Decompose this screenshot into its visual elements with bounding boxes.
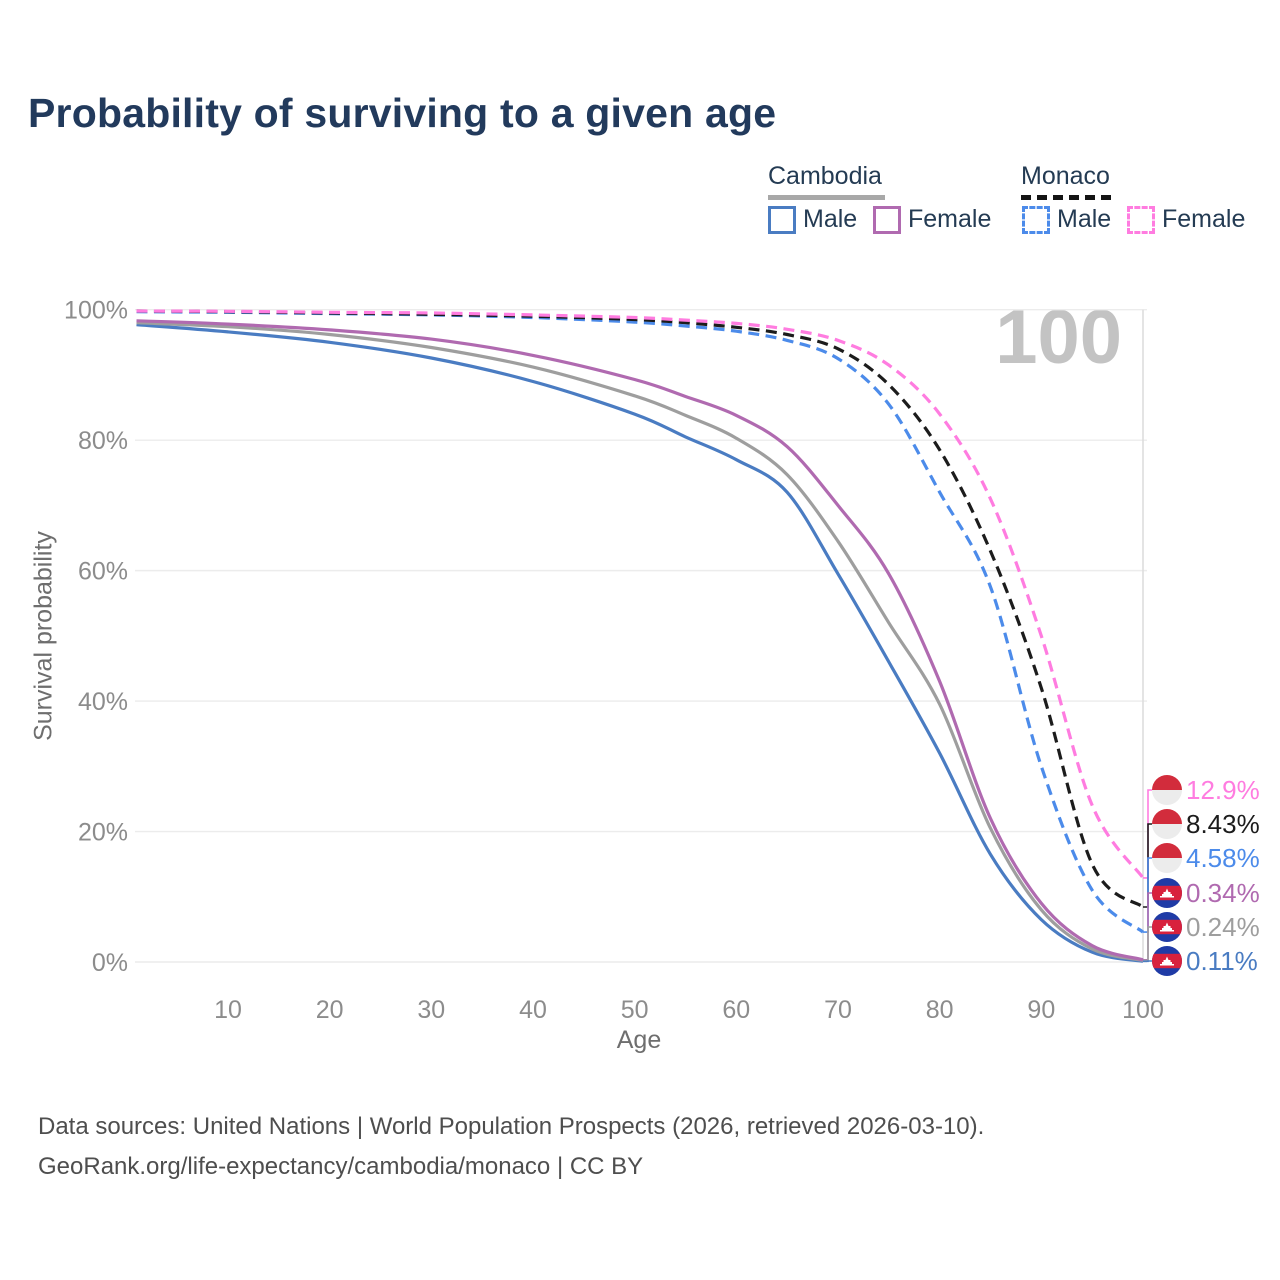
x-tick-label: 100 <box>1122 996 1164 1024</box>
age-counter-watermark: 100 <box>995 295 1122 380</box>
series-line-monaco-total <box>136 309 1145 909</box>
attribution-line: GeoRank.org/life-expectancy/cambodia/mon… <box>38 1153 644 1180</box>
end-value-label: 0.34% <box>1186 878 1260 908</box>
cambodia-flag-icon <box>1152 946 1182 976</box>
end-value-label: 4.58% <box>1186 843 1260 873</box>
x-tick-label: 80 <box>926 996 954 1024</box>
monaco-male-swatch-icon <box>1022 205 1050 234</box>
x-tick-label: 60 <box>722 996 750 1024</box>
cambodia-female-swatch-icon <box>873 205 901 234</box>
data-sources-line: Data sources: United Nations | World Pop… <box>38 1113 985 1140</box>
y-axis-title: Survival probability <box>29 531 58 741</box>
series-line-monaco-female <box>136 309 1145 879</box>
x-tick-label: 20 <box>316 996 344 1024</box>
monaco-flag-icon <box>1152 809 1182 839</box>
x-tick-label: 90 <box>1027 996 1055 1024</box>
end-value-label: 12.9% <box>1186 775 1260 805</box>
legend-item-label: Male <box>1057 205 1112 233</box>
monaco-female-swatch-icon <box>1127 205 1155 234</box>
monaco-flag-icon <box>1152 843 1182 873</box>
page-title: Probability of surviving to a given age <box>28 90 777 136</box>
y-tick-label: 80% <box>78 427 128 455</box>
series-line-cambodia-female <box>136 319 1144 962</box>
end-value-label: 0.24% <box>1186 912 1260 942</box>
legend-item-label: Male <box>803 205 858 233</box>
cambodia-male-swatch-icon <box>768 205 796 234</box>
y-tick-label: 100% <box>64 297 128 325</box>
cambodia-flag-icon <box>1152 912 1182 942</box>
legend-item-cambodia-female[interactable]: Female <box>873 205 991 234</box>
x-axis-title: Age <box>616 1026 662 1054</box>
temple-glyph <box>1160 888 1174 898</box>
legend: Cambodia Monaco Male Female Male Female <box>0 0 1280 250</box>
y-tick-label: 20% <box>78 819 128 847</box>
x-tick-label: 50 <box>621 996 649 1024</box>
y-tick-label: 60% <box>78 558 128 586</box>
temple-glyph <box>1160 922 1174 932</box>
footer: Data sources: United Nations | World Pop… <box>38 1107 984 1187</box>
end-value-label: 0.11% <box>1186 946 1258 976</box>
series-line-cambodia-total <box>136 321 1144 962</box>
cambodia-flag-icon <box>1152 878 1182 908</box>
monaco-linestyle-swatch <box>1021 195 1115 200</box>
series-line-monaco-male <box>136 310 1145 934</box>
x-tick-label: 30 <box>417 996 445 1024</box>
y-tick-label: 0% <box>92 949 128 977</box>
x-tick-label: 40 <box>519 996 547 1024</box>
legend-group-cambodia-label: Cambodia <box>768 162 882 190</box>
series-line-cambodia-male <box>136 323 1144 963</box>
legend-item-cambodia-male[interactable]: Male <box>768 205 857 234</box>
x-tick-label: 10 <box>214 996 242 1024</box>
x-tick-label: 70 <box>824 996 852 1024</box>
cambodia-linestyle-swatch <box>768 195 885 200</box>
temple-glyph <box>1160 956 1174 966</box>
legend-item-label: Female <box>908 205 992 233</box>
monaco-flag-icon <box>1152 775 1182 805</box>
legend-item-monaco-male[interactable]: Male <box>1022 205 1111 234</box>
y-tick-label: 40% <box>78 688 128 716</box>
leader-line <box>1143 926 1152 962</box>
end-value-label: 8.43% <box>1186 809 1260 839</box>
legend-item-label: Female <box>1162 205 1246 233</box>
legend-group-monaco-label: Monaco <box>1021 162 1110 190</box>
legend-item-monaco-female[interactable]: Female <box>1127 205 1245 234</box>
